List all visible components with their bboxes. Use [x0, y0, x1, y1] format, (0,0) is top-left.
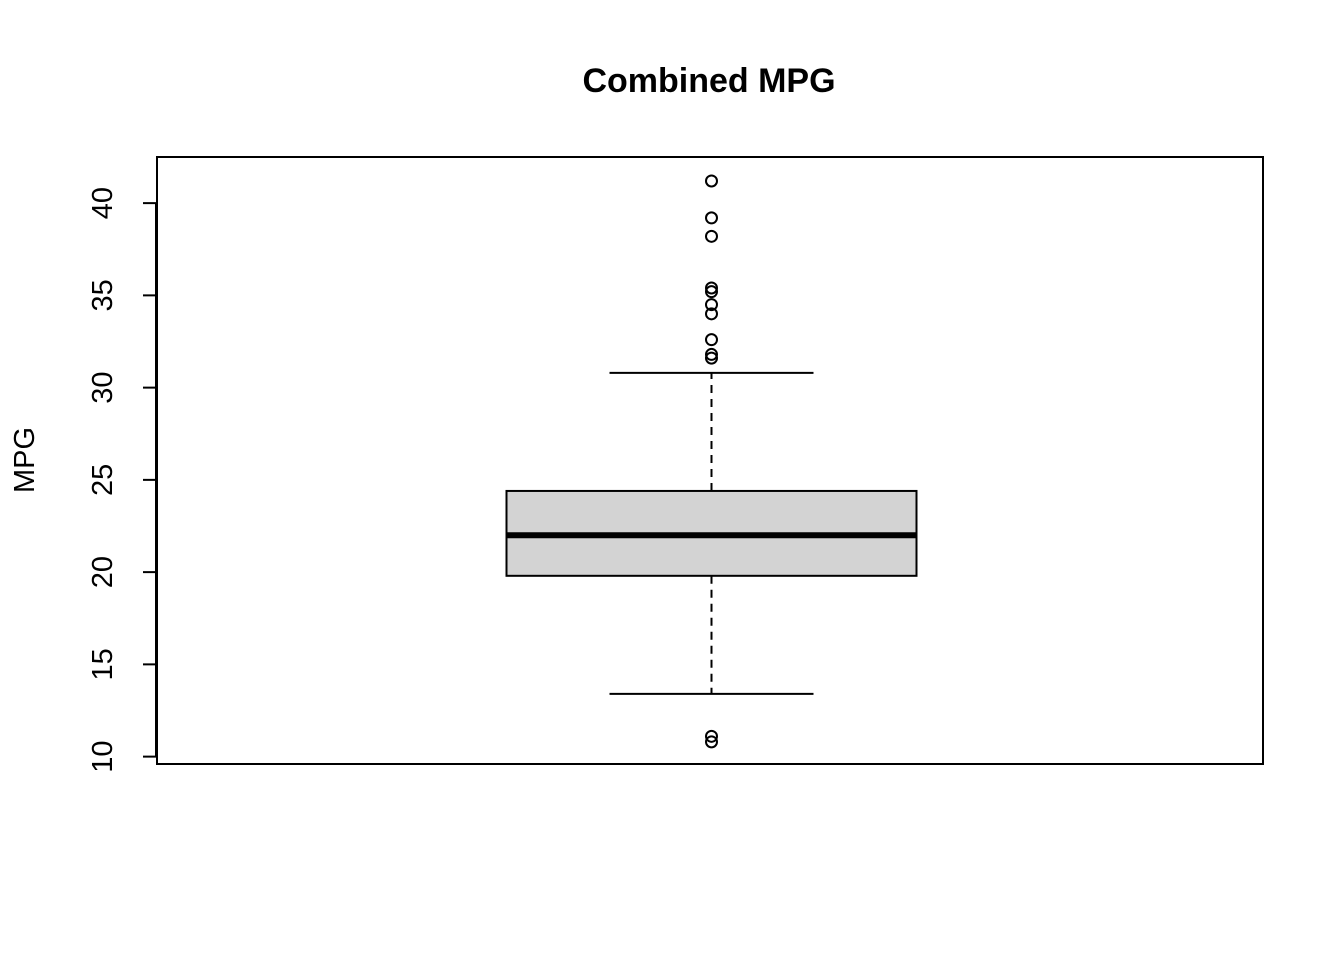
outlier-point [705, 735, 718, 749]
box-group [505, 371, 918, 695]
plot-frame [156, 156, 1264, 765]
y-tick-label: 30 [87, 371, 119, 403]
outlier-point [705, 174, 718, 188]
y-tick-label: 35 [87, 279, 119, 311]
outlier-point [705, 729, 718, 743]
outlier-point [705, 347, 718, 361]
outlier-point [705, 229, 718, 243]
y-axis-label: MPG [9, 427, 41, 493]
chart-title: Combined MPG [582, 62, 835, 100]
outlier-point [705, 333, 718, 347]
y-tick-label: 20 [87, 556, 119, 588]
y-tick-label: 15 [87, 648, 119, 680]
outlier-point [705, 211, 718, 225]
outlier-point [705, 281, 718, 295]
y-tick-label: 10 [87, 740, 119, 772]
outlier-point [705, 298, 718, 312]
y-axis: 10 15 20 25 30 35 40 [87, 187, 157, 773]
y-tick-label: 25 [87, 464, 119, 496]
outlier-point [705, 285, 718, 299]
outlier-point [705, 351, 718, 365]
outliers-group [705, 174, 718, 749]
outlier-point [705, 307, 718, 321]
y-tick-label: 40 [87, 187, 119, 219]
